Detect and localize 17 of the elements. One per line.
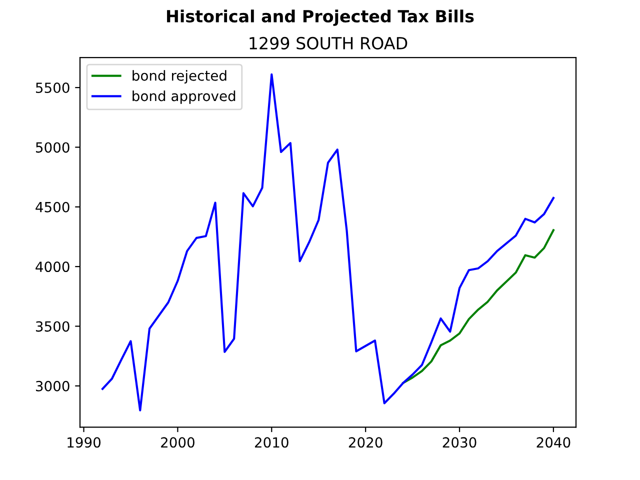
x-tick-label: 2040 xyxy=(536,437,570,448)
y-tick-label: 5500 xyxy=(36,82,70,94)
y-tick-label: 4500 xyxy=(36,202,70,212)
chart-subtitle: 1299 SOUTH ROAD xyxy=(250,36,408,50)
y-tick-label: 5000 xyxy=(36,142,70,153)
y-tick-label: 4000 xyxy=(36,262,70,272)
x-tick-label: 2010 xyxy=(254,437,288,448)
chart-title: Historical and Projected Tax Bills xyxy=(167,10,474,26)
y-tick-label: 3500 xyxy=(36,321,70,332)
line-series xyxy=(402,229,554,384)
y-tick-label: 3000 xyxy=(36,380,70,392)
x-tick-label: 2020 xyxy=(348,437,382,448)
legend-label: bond rejected xyxy=(132,70,226,84)
legend-label: bond approved xyxy=(132,90,236,104)
x-tick-label: 2000 xyxy=(161,437,194,448)
x-tick-label: 1990 xyxy=(68,437,101,448)
x-tick-label: 2030 xyxy=(442,437,476,448)
